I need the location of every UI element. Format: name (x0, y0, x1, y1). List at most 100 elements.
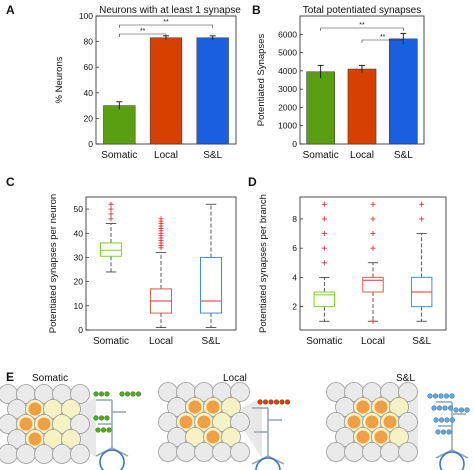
synapse-dot-2 (444, 417, 450, 423)
synapse-dot-2 (438, 393, 444, 399)
chart-a-significance-bracket (119, 24, 213, 28)
chart-c-box-somatic (100, 242, 122, 257)
chart-a-ytick-label: 20 (84, 113, 94, 123)
neuron-cell-active-0 (19, 417, 33, 431)
synapse-dot-1 (273, 399, 280, 405)
chart-c-ytick-label: 50 (74, 204, 84, 214)
synapse-dot-2 (427, 393, 433, 399)
chart-a-ytick-label: 100 (79, 11, 93, 21)
chart-c: 0 10 20 30 40 50 Potentiated synapses per neur… (48, 194, 237, 347)
synapse-dot-2 (431, 405, 437, 411)
chart-c-ytick-label: 10 (74, 301, 84, 311)
chart-b-category-label: Somatic (303, 150, 339, 161)
neuron-cell-0 (70, 444, 90, 464)
chart-c-ytick-label: 20 (74, 277, 84, 287)
chart-d-outlier (419, 201, 425, 207)
neuron-cell-1 (194, 442, 214, 462)
synapse-dot-2 (458, 407, 465, 413)
chart-b-ytick-label: 6000 (278, 29, 297, 39)
synapse-dot-2 (433, 417, 439, 423)
neuron-cell-active-2 (374, 400, 388, 414)
neuron-cell-0 (34, 444, 54, 464)
chart-d-axes-frame (299, 196, 447, 331)
synapse-dot-2 (449, 417, 456, 423)
neuron-cell-active-2 (365, 415, 379, 429)
neuron-cell-1 (230, 382, 250, 402)
neuron-cell-active-2 (356, 430, 370, 444)
neuron-cell-0 (0, 444, 18, 464)
neuron-cell-0 (70, 384, 90, 404)
chart-d-outlier (321, 245, 327, 251)
chart-a-category-label: Somatic (101, 150, 137, 161)
chart-d-ytick-label: 2 (292, 302, 297, 312)
chart-a-ytick-label: 0 (88, 139, 93, 149)
synapse-dot-1 (268, 399, 274, 405)
synapse-dot-0 (93, 415, 99, 421)
illustration-label-sl: S&L (396, 373, 415, 384)
chart-d-ylabel: Potentiated synapses per branch (258, 194, 269, 333)
chart-b: 0 1000 2000 3000 4000 5000 6000 Potentiated Syn… (256, 15, 425, 161)
chart-c-axes-frame (85, 196, 237, 331)
chart-b-ytick-label: 4000 (278, 66, 297, 76)
synapse-dot-1 (279, 399, 285, 405)
neuron-cell-active-2 (356, 400, 370, 414)
synapse-dot-0 (130, 391, 136, 397)
chart-d: 2 4 6 8 Potentiated synapses per branch Somat… (258, 194, 447, 347)
synapse-dot-1 (257, 399, 263, 405)
chart-d-ytick-label: 6 (292, 243, 297, 253)
synapse-dot-0 (106, 427, 112, 433)
dendrite-base-right-2 (451, 449, 469, 459)
neuron-cell-active-1 (206, 400, 220, 414)
neuron-cell-1 (221, 397, 241, 417)
dendrite-base-left-1 (251, 455, 269, 465)
neuron-cell-active-0 (28, 402, 42, 416)
chart-d-category-label: Local (361, 336, 385, 347)
neuron-cell-1 (221, 427, 241, 447)
panel-label-a: A (6, 3, 15, 17)
neuron-cell-0 (52, 444, 72, 464)
synapse-dot-0 (93, 391, 99, 397)
neuron-cell-0 (16, 444, 36, 464)
neuron-cell-active-1 (206, 430, 220, 444)
chart-c-category-label: Local (149, 336, 173, 347)
chart-c-ytick-label: 0 (78, 325, 83, 335)
chart-b-significance-bracket (361, 39, 404, 43)
synapse-dot-0 (104, 391, 110, 397)
chart-c-outlier (108, 211, 114, 217)
synapse-dot-2 (443, 393, 450, 399)
chart-a-significance-label: ** (140, 28, 146, 35)
soma-1 (255, 457, 281, 470)
chart-b-category-label: S&L (394, 150, 413, 161)
chart-a-ytick-label: 60 (84, 62, 94, 72)
chart-b-significance-bracket (320, 27, 404, 31)
chart-a-title: Neurons with at least 1 synapse (99, 5, 241, 16)
neuron-cell-active-2 (383, 415, 397, 429)
neuron-cell-2 (380, 442, 400, 462)
neuron-cell-0 (61, 399, 81, 419)
chart-a-significance-label: ** (163, 19, 169, 26)
panel-label-e: E (6, 370, 14, 384)
illustration-label-somatic: Somatic (32, 373, 68, 384)
synapse-dot-0 (119, 391, 125, 397)
chart-b-category-label: Local (350, 150, 374, 161)
chart-d-outlier (370, 201, 376, 207)
neuron-cell-1 (176, 442, 196, 462)
dendrite-base-right-0 (111, 447, 129, 457)
neuron-cell-2 (389, 397, 409, 417)
chart-d-outlier (419, 216, 425, 222)
chart-c-ytick-label: 30 (74, 252, 84, 262)
chart-b-bar-local (347, 68, 377, 145)
chart-d-box-somatic (313, 291, 336, 308)
neuron-cell-1 (158, 442, 178, 462)
dendrite-base-left-2 (435, 449, 453, 459)
chart-c-outlier (108, 216, 114, 222)
chart-b-significance-label: ** (359, 22, 365, 29)
synapse-dot-2 (447, 405, 454, 411)
neuron-cell-active-0 (37, 417, 51, 431)
synapse-dot-0 (98, 391, 105, 397)
panel-label-b: B (252, 3, 261, 17)
synapse-dot-0 (104, 415, 110, 421)
chart-b-ytick-label: 3000 (278, 84, 297, 94)
panel-label-d: D (248, 175, 257, 189)
chart-c-category-label: S&L (202, 336, 221, 347)
